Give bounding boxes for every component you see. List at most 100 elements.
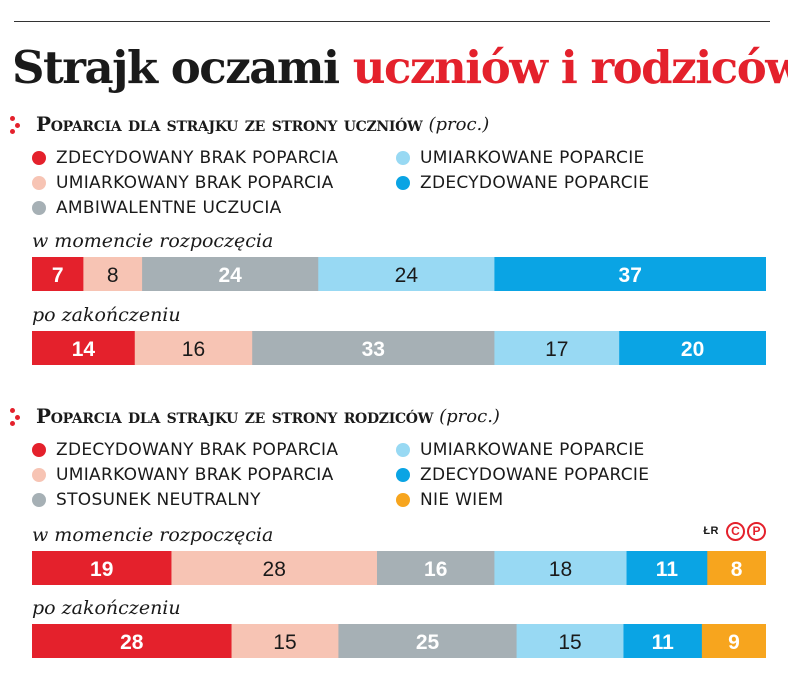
section-unit: (proc.): [428, 113, 490, 135]
legend-dot-icon: [396, 176, 410, 190]
legend-dot-icon: [396, 151, 410, 165]
stacked-bar-end: 28 15 25 15 11 9: [32, 624, 766, 658]
bar-value-label: 7: [52, 264, 64, 287]
dots-bullet-icon: [8, 113, 28, 135]
title-part-red: uczniów i rodziców: [352, 41, 788, 94]
bar-segment-strong_yes: [619, 331, 766, 365]
legend-item-dont-know: NIE WIEM: [396, 488, 504, 512]
bar-value-label: 16: [182, 338, 205, 361]
copyright-mark: ŁR C P: [703, 520, 766, 542]
bar-value-label: 15: [273, 631, 296, 654]
legend-item-neutral: STOSUNEK NEUTRALNY: [32, 488, 261, 512]
bar-value-label: 11: [652, 631, 675, 654]
bar-segment-strong_yes: [623, 624, 703, 658]
bar-value-label: 14: [72, 338, 96, 361]
bar-value-label: 33: [362, 338, 385, 361]
stacked-bar-start: 7 8 24 24 37: [32, 257, 766, 291]
legend-item-mild-no: UMIARKOWANY BRAK POPARCIA: [32, 463, 334, 487]
legend-item-mild-yes: UMIARKOWANE POPARCIE: [396, 146, 645, 170]
bar-value-label: 17: [545, 338, 568, 361]
bar-value-label: 28: [120, 631, 144, 654]
bar-segment-mild_yes: [318, 257, 495, 291]
bar-segment-mild_yes: [516, 624, 624, 658]
page-title: Strajk oczami uczniów i rodziców: [12, 40, 788, 96]
bar-segment-strong_no: [32, 331, 136, 365]
legend-item-mild-no: UMIARKOWANY BRAK POPARCIA: [32, 171, 334, 195]
legend-dot-icon: [396, 443, 410, 457]
top-rule: [14, 21, 770, 22]
bar-segment-dont_know: [707, 551, 766, 585]
legend-item-strong-no: ZDECYDOWANY BRAK POPARCIA: [32, 438, 338, 462]
stacked-bar-end: 14 16 33 17 20: [32, 331, 766, 365]
bar-segment-mild_no: [83, 257, 143, 291]
row-label-start: w momencie rozpoczęcia: [32, 230, 274, 252]
legend-label: UMIARKOWANE POPARCIE: [420, 440, 645, 460]
bar-segment-mild_no: [134, 331, 253, 365]
parents-chart-section: Poparcia dla strajku ze strony rodziców …: [0, 402, 788, 672]
bar-segment-strong_no: [32, 551, 172, 585]
stacked-bar-start: 19 28 16 18 11 8: [32, 551, 766, 585]
legend-dot-icon: [32, 443, 46, 457]
bar-segment-neutral: [142, 257, 319, 291]
legend-item-strong-yes: ZDECYDOWANE POPARCIE: [396, 171, 649, 195]
bar-value-label: 28: [263, 558, 286, 581]
bar-segment-strong_yes: [494, 257, 766, 291]
section-title: Poparcia dla strajku ze strony rodziców: [36, 404, 434, 428]
bar-value-label: 37: [619, 264, 642, 287]
bar-segment-dont_know: [701, 624, 766, 658]
legend-item-strong-yes: ZDECYDOWANE POPARCIE: [396, 463, 649, 487]
legend-item-mild-yes: UMIARKOWANE POPARCIE: [396, 438, 645, 462]
legend-label: STOSUNEK NEUTRALNY: [56, 490, 261, 510]
bar-value-label: 15: [558, 631, 581, 654]
author-initials: ŁR: [703, 525, 719, 537]
copyright-c-icon: C: [726, 521, 745, 541]
bar-value-label: 24: [219, 264, 243, 287]
copyright-p-icon: P: [747, 521, 766, 541]
legend-label: ZDECYDOWANY BRAK POPARCIA: [56, 148, 339, 168]
legend-item-strong-no: ZDECYDOWANY BRAK POPARCIA: [32, 146, 338, 170]
bar-segment-strong_no: [32, 257, 84, 291]
bar-segment-mild_no: [231, 624, 339, 658]
bar-segment-neutral: [376, 551, 495, 585]
section-title: Poparcia dla strajku ze strony uczniów: [36, 112, 423, 136]
legend-label: ZDECYDOWANE POPARCIE: [420, 465, 650, 485]
section-header: Poparcia dla strajku ze strony rodziców …: [8, 402, 500, 430]
legend-label: UMIARKOWANY BRAK POPARCIA: [56, 173, 334, 193]
legend-label: NIE WIEM: [420, 490, 504, 510]
bar-value-label: 24: [395, 264, 419, 287]
bar-value-label: 11: [656, 558, 679, 581]
section-unit: (proc.): [439, 405, 500, 427]
title-part-dark: Strajk oczami: [12, 41, 340, 94]
row-label-start: w momencie rozpoczęcia: [32, 524, 274, 546]
bar-value-label: 8: [107, 264, 119, 287]
bar-segment-neutral: [338, 624, 518, 658]
bar-segment-strong_no: [32, 624, 233, 658]
dots-bullet-icon: [8, 405, 28, 427]
legend-dot-icon: [32, 151, 46, 165]
legend-dot-icon: [32, 468, 46, 482]
bar-value-label: 25: [416, 631, 440, 654]
legend-dot-icon: [32, 201, 46, 215]
legend-dot-icon: [32, 493, 46, 507]
legend-item-neutral: AMBIWALENTNE UCZUCIA: [32, 196, 282, 220]
legend-label: ZDECYDOWANE POPARCIE: [420, 173, 650, 193]
legend-label: UMIARKOWANY BRAK POPARCIA: [56, 465, 334, 485]
row-label-end: po zakończeniu: [32, 304, 181, 326]
legend-label: UMIARKOWANE POPARCIE: [420, 148, 645, 168]
bar-segment-neutral: [252, 331, 495, 365]
bar-value-label: 8: [731, 558, 743, 581]
row-label-end: po zakończeniu: [32, 597, 181, 619]
bar-segment-mild_yes: [494, 551, 628, 585]
legend-dot-icon: [32, 176, 46, 190]
bar-value-label: 18: [549, 558, 572, 581]
legend-dot-icon: [396, 493, 410, 507]
bar-value-label: 19: [90, 558, 113, 581]
legend-dot-icon: [396, 468, 410, 482]
bar-value-label: 16: [424, 558, 447, 581]
section-header: Poparcia dla strajku ze strony uczniów (…: [8, 110, 489, 138]
bar-value-label: 20: [681, 338, 704, 361]
bar-segment-mild_no: [171, 551, 378, 585]
legend-label: AMBIWALENTNE UCZUCIA: [56, 198, 282, 218]
bar-value-label: 9: [728, 631, 740, 654]
students-chart-section: Poparcia dla strajku ze strony uczniów (…: [0, 110, 788, 370]
